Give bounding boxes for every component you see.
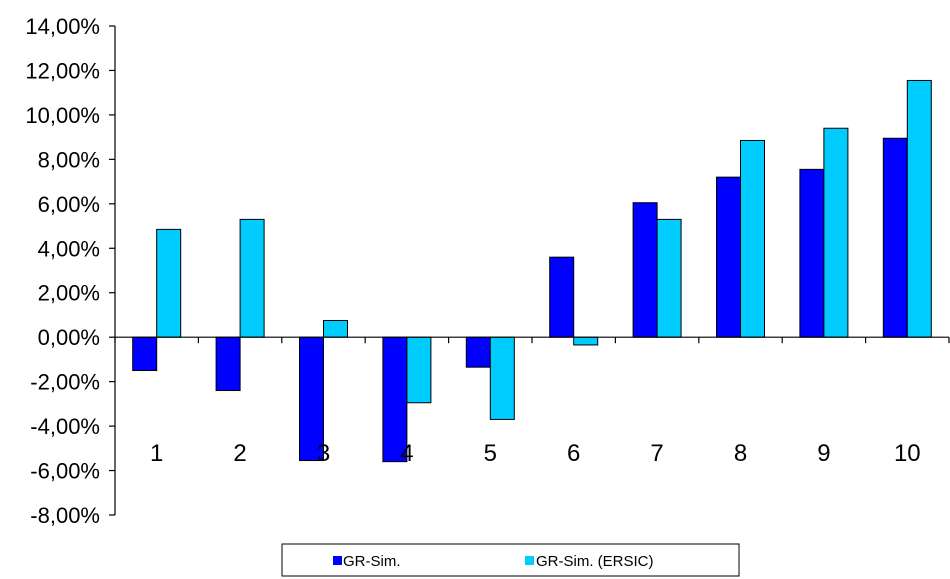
y-tick-label: -4,00%: [30, 414, 100, 439]
bar: [323, 320, 348, 338]
bar: [465, 336, 491, 368]
bar: [156, 228, 182, 338]
bar: [823, 127, 849, 338]
y-tick-label: -8,00%: [30, 503, 100, 528]
y-tick-label: 0,00%: [38, 325, 100, 350]
y-tick-label: 8,00%: [38, 147, 100, 172]
bar: [656, 218, 682, 338]
y-tick-label: 12,00%: [25, 58, 100, 83]
y-tick-label: 2,00%: [38, 281, 100, 306]
x-tick-label: 2: [233, 440, 246, 467]
bar: [740, 139, 765, 338]
x-tick-label: 9: [817, 440, 830, 467]
bar: [573, 336, 599, 346]
bar: [906, 79, 932, 338]
y-tick-label: 4,00%: [38, 236, 100, 261]
bar: [215, 336, 241, 392]
y-tick-label: -6,00%: [30, 459, 100, 484]
y-tick-label: 14,00%: [25, 14, 100, 39]
x-tick-label: 4: [400, 440, 413, 467]
x-tick-label: 10: [894, 440, 921, 467]
bar-series: [132, 79, 932, 463]
y-tick-label: -2,00%: [30, 370, 100, 395]
legend-label-gr-sim: GR-Sim.: [343, 553, 401, 570]
bar: [406, 336, 432, 404]
bar: [132, 336, 158, 372]
x-axis-tick-labels: 1 2 3 4 5 6 7 8 9 10: [150, 440, 921, 467]
x-tick-label: 7: [650, 440, 663, 467]
x-tick-label: 1: [150, 440, 163, 467]
y-tick-label: 6,00%: [38, 192, 100, 217]
legend-box: [281, 543, 740, 577]
bar: [549, 256, 575, 338]
legend-swatch-gr-sim: [333, 556, 342, 565]
y-axis-tick-labels: -8,00% -6,00% -4,00% -2,00% 0,00% 2,00% 4,00% 6…: [25, 14, 100, 528]
legend: GR-Sim. GR-Sim. (ERSIC): [281, 543, 740, 577]
y-axis-ticks: [109, 25, 115, 516]
bar: [632, 202, 658, 338]
y-tick-label: 10,00%: [25, 103, 100, 128]
bar: [239, 218, 265, 338]
bar: [489, 336, 515, 420]
bar: [882, 137, 908, 338]
legend-swatch-gr-sim-ersic: [525, 556, 534, 565]
x-tick-label: 3: [317, 440, 330, 467]
x-tick-label: 5: [484, 440, 497, 467]
legend-label-gr-sim-ersic: GR-Sim. (ERSIC): [536, 553, 654, 570]
x-tick-label: 8: [734, 440, 747, 467]
bar: [799, 168, 825, 338]
bar: [716, 176, 741, 338]
x-tick-label: 6: [567, 440, 580, 467]
bar: [299, 336, 324, 462]
